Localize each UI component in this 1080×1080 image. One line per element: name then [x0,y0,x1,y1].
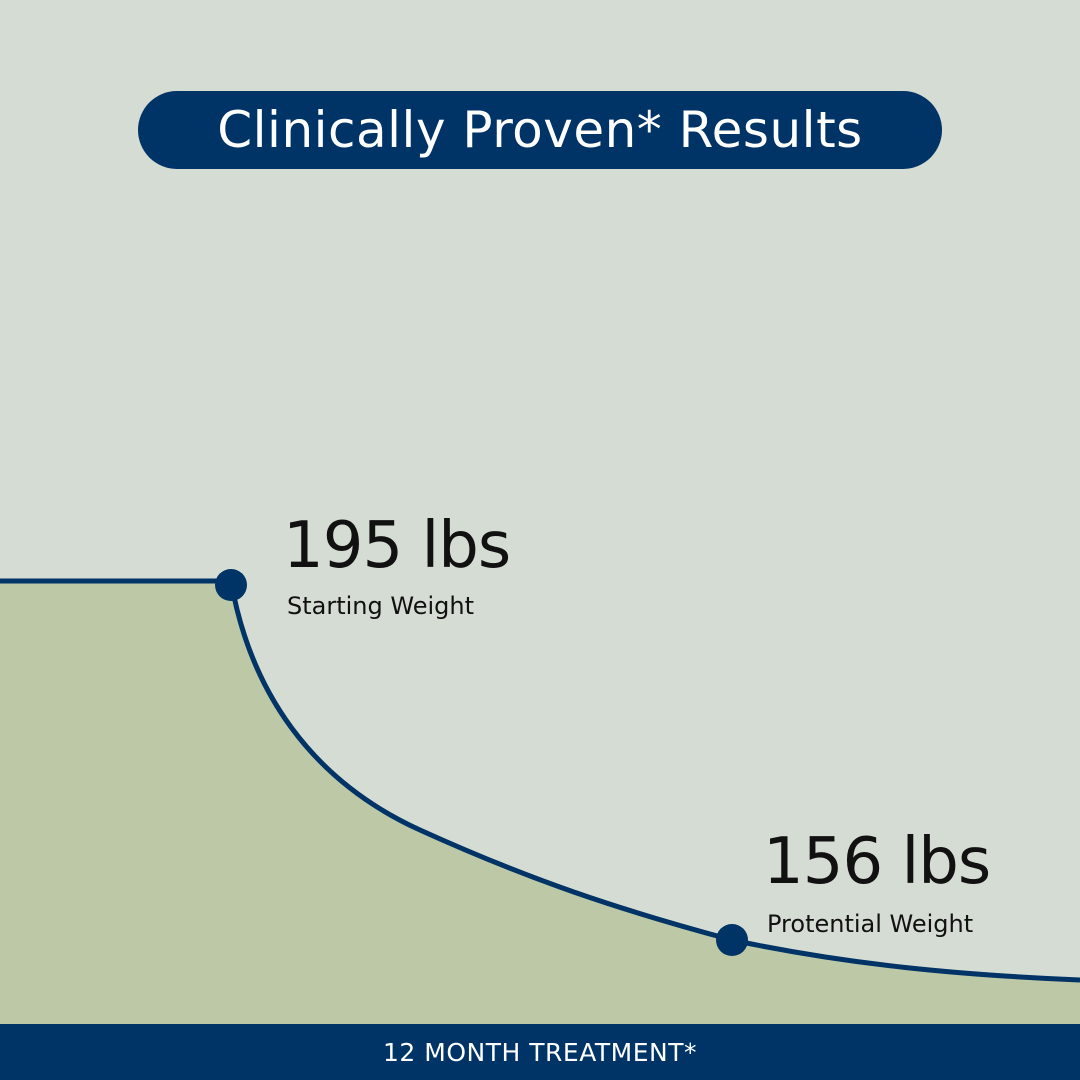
start-point-marker [215,569,247,601]
footer-bar: 12 MONTH TREATMENT* [0,1024,1080,1080]
treatment-duration-label: 12 MONTH TREATMENT* [383,1037,697,1067]
page-title: Clinically Proven* Results [217,101,863,159]
end-point-marker [716,924,748,956]
end-weight-value: 156 lbs [763,825,991,899]
area-fill [0,581,1080,1024]
title-banner: Clinically Proven* Results [138,91,942,169]
start-weight-value: 195 lbs [283,509,511,583]
end-weight-label: Protential Weight [767,910,974,938]
weight-line [0,578,1080,983]
start-weight-label: Starting Weight [287,592,474,620]
